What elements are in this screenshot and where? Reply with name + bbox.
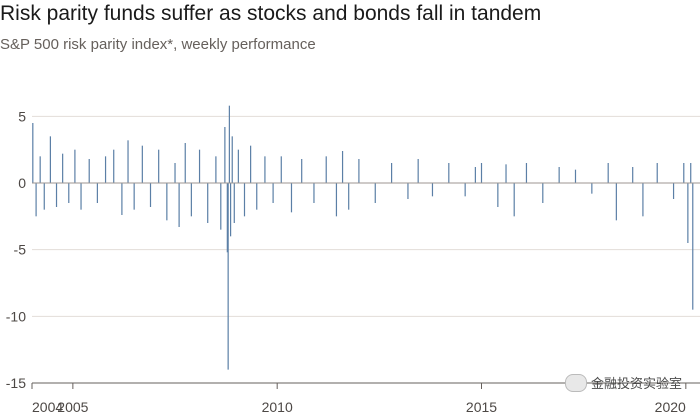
bars [32, 105, 694, 370]
axes [31, 182, 700, 389]
x-tick-label: 2015 [466, 399, 497, 415]
x-tick-label: 2005 [57, 399, 88, 415]
watermark: 金融投资实验室 [564, 373, 682, 392]
watermark-text: 金融投资实验室 [590, 376, 682, 391]
y-tick-label: -15 [6, 375, 26, 391]
y-tick-label: -10 [6, 308, 26, 324]
chart-title: Risk parity funds suffer as stocks and b… [0, 2, 542, 25]
x-tick-label: 2010 [262, 399, 293, 415]
y-tick-label: 0 [18, 175, 26, 191]
y-tick-label: -5 [14, 242, 27, 258]
gridlines [32, 115, 700, 317]
y-tick-labels: 5 0 -5 -10 -15 [6, 108, 26, 391]
wechat-icon [564, 373, 587, 392]
x-tick-label: 2004 [32, 399, 63, 415]
y-tick-label: 5 [18, 108, 26, 124]
x-tick-label: 2020 [655, 399, 686, 415]
chart-subtitle: S&P 500 risk parity index*, weekly perfo… [0, 36, 316, 53]
